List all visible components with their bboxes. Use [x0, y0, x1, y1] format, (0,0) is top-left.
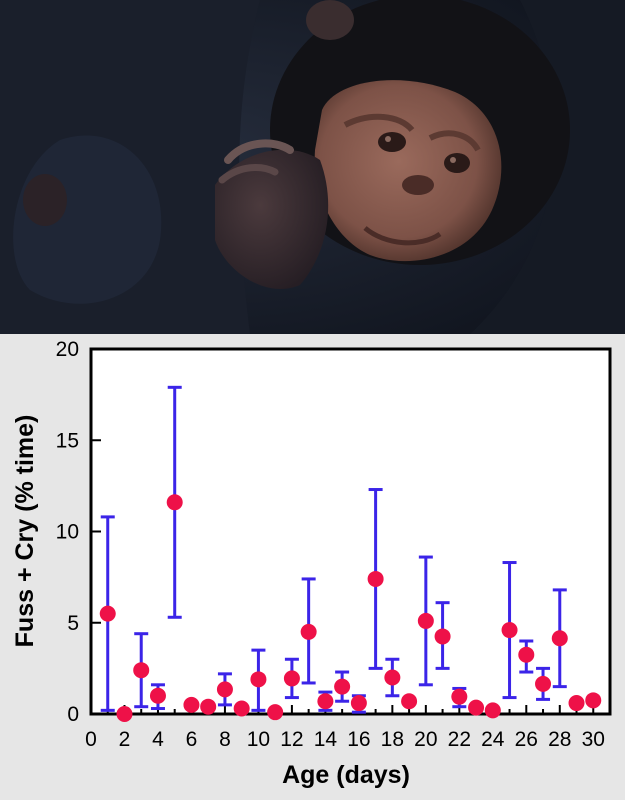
data-point	[317, 693, 334, 710]
x-tick-label: 20	[414, 728, 437, 751]
data-point	[551, 630, 568, 647]
infant-chimpanzee-photo	[0, 0, 625, 334]
x-tick-label: 22	[448, 728, 471, 751]
data-point	[334, 678, 351, 695]
x-tick-label: 28	[548, 728, 571, 751]
y-axis-ticks: 0 5 10 15 20	[56, 338, 101, 726]
x-tick-label: 0	[85, 728, 97, 751]
data-point	[250, 671, 267, 688]
mother-nipple	[23, 174, 67, 226]
data-point	[300, 623, 317, 640]
data-point	[468, 699, 485, 716]
data-point	[216, 681, 233, 698]
x-tick-label: 24	[481, 728, 505, 751]
data-point	[585, 692, 602, 709]
y-tick-label: 0	[67, 703, 79, 726]
y-tick-label: 5	[67, 612, 79, 635]
y-tick-label: 20	[56, 338, 79, 361]
data-point	[518, 646, 535, 663]
x-tick-label: 12	[280, 728, 303, 751]
infant-left-eye	[378, 132, 406, 152]
infant-nose	[402, 175, 434, 195]
y-tick-label: 10	[56, 521, 79, 544]
data-point	[149, 687, 166, 704]
data-series	[99, 385, 602, 722]
x-axis-ticks: 0 2 4 6 8 10 12 14 16 18 20 22 24 26 28 30	[85, 705, 605, 751]
x-tick-label: 6	[186, 728, 198, 751]
infant-face	[314, 80, 502, 262]
x-tick-label: 14	[314, 728, 338, 751]
data-point	[350, 695, 367, 712]
data-point	[484, 702, 501, 719]
data-point	[535, 675, 552, 692]
data-point	[267, 704, 284, 721]
data-point	[384, 669, 401, 686]
x-tick-label: 4	[152, 728, 164, 751]
data-point	[233, 700, 250, 717]
data-point	[501, 622, 518, 639]
y-axis-title: Fuss + Cry (% time)	[11, 415, 39, 648]
x-tick-label: 2	[119, 728, 131, 751]
infant-hand	[215, 149, 329, 289]
infant-ear	[306, 0, 354, 40]
data-point	[434, 628, 451, 645]
data-point	[451, 688, 468, 705]
data-point	[568, 695, 585, 712]
data-point	[99, 605, 116, 622]
infant-right-eye	[444, 153, 470, 173]
data-point	[401, 693, 418, 710]
y-tick-label: 15	[56, 429, 79, 452]
data-point	[417, 612, 434, 629]
data-point	[166, 494, 183, 511]
x-tick-label: 30	[582, 728, 605, 751]
x-tick-label: 10	[247, 728, 270, 751]
mother-fur-right	[470, 0, 625, 334]
x-tick-label: 8	[219, 728, 231, 751]
x-axis-title: Age (days)	[282, 761, 410, 789]
x-tick-label: 16	[347, 728, 370, 751]
data-point	[283, 670, 300, 687]
data-point	[116, 706, 133, 722]
infant-mouth	[363, 226, 442, 246]
x-tick-label: 18	[381, 728, 404, 751]
data-point	[183, 696, 200, 713]
x-tick-label: 26	[515, 728, 538, 751]
data-point	[367, 570, 384, 587]
data-point	[133, 662, 150, 679]
data-point	[200, 698, 217, 715]
